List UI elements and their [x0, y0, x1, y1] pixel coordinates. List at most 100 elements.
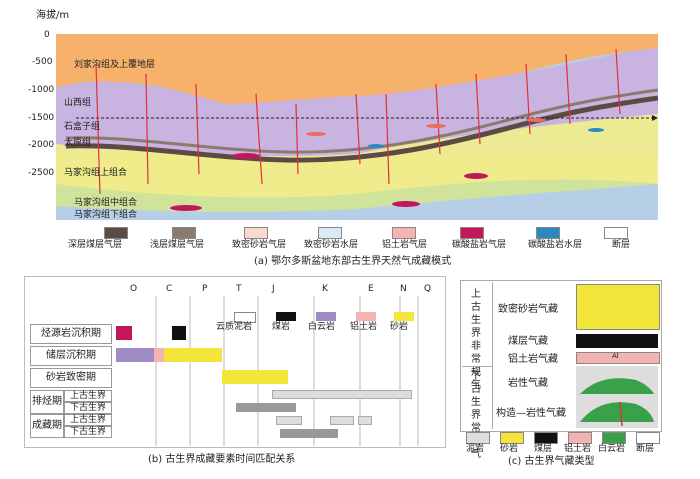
b-legend-label-bauxite: 铝土岩: [350, 322, 378, 332]
bar-accum-upper-2: [330, 416, 354, 425]
legend-swatch-deep-coal: [104, 227, 128, 239]
timeline-panel: [24, 276, 446, 448]
bar-accum-upper-1: [276, 416, 302, 425]
y-tick-1000: -1000: [28, 85, 55, 95]
period-Q: Q: [424, 284, 432, 294]
legend-label-shallow-coal: 浅层煤层气层: [150, 240, 205, 250]
cross-section-diagram: [56, 34, 658, 220]
c-legend-label-sandstone: 砂岩: [500, 444, 519, 454]
bar-reservoir-dolomite: [116, 348, 154, 362]
lithologic-trap-sketch: [576, 366, 658, 428]
c-legend-swatch-fault: [636, 432, 660, 444]
layer-label-shihezi: 石盒子组: [64, 122, 101, 132]
bar-reservoir-sandstone: [164, 348, 222, 362]
bar-reservoir-bauxite: [154, 348, 164, 362]
row-accum-upper: 上古生界: [64, 414, 112, 426]
bauxite-sample: [576, 352, 660, 364]
period-C: C: [166, 284, 173, 294]
b-legend-label-mudstone: 云质泥岩: [216, 322, 253, 332]
c-legend-label-dolomite: 白云岩: [598, 444, 626, 454]
bar-tight-sand: [222, 370, 288, 384]
c-legend-label-coal: 煤层: [534, 444, 553, 454]
legend-swatch-carbonate-gas: [460, 227, 484, 239]
b-legend-swatch-sandstone: [394, 312, 414, 321]
caption-b: (b) 古生界成藏要素时间匹配关系: [148, 454, 296, 465]
legend-label-carbonate-gas: 碳酸盐岩气层: [452, 240, 507, 250]
caption-c: (c) 古生界气藏类型: [508, 456, 595, 467]
category-conventional-box: [462, 366, 493, 429]
bar-accum-lower: [280, 429, 338, 438]
c-legend-swatch-coal: [534, 432, 558, 444]
period-T: T: [236, 284, 242, 294]
bar-expulsion-upper: [272, 390, 412, 399]
c-legend-label-fault: 断层: [636, 444, 655, 454]
period-dividers: [155, 296, 419, 446]
legend-swatch-tight-sand-water: [318, 227, 342, 239]
row-accum-lower: 下古生界: [64, 426, 112, 438]
coal-sample: [576, 334, 658, 348]
layer-label-majiagou-middle: 马家沟组中组合: [74, 198, 138, 208]
c-legend-label-bauxite: 铝土岩: [564, 444, 592, 454]
layer-label-liujiagou: 刘家沟组及上覆地层: [74, 60, 156, 70]
y-tick-500: -500: [32, 57, 53, 67]
al-label: Al: [612, 352, 619, 360]
y-tick-2000: -2000: [28, 140, 55, 150]
caption-a: (a) 鄂尔多斯盆地东部古生界天然气成藏模式: [254, 256, 452, 267]
type-lithologic: 岩性气藏: [508, 378, 548, 389]
group-expulsion: 排烃期: [30, 390, 64, 414]
b-legend-swatch-bauxite: [356, 312, 376, 321]
period-P: P: [202, 284, 208, 294]
legend-label-tight-sand-gas: 致密砂岩气层: [232, 240, 287, 250]
legend-label-tight-sand-water: 致密砂岩水层: [304, 240, 359, 250]
legend-label-fault: 断层: [612, 240, 631, 250]
row-expulsion-lower: 下古生界: [64, 402, 112, 414]
bar-accum-upper-3: [358, 416, 372, 425]
b-legend-swatch-mudstone: [234, 312, 256, 323]
b-legend-swatch-dolomite: [316, 312, 336, 321]
period-N: N: [400, 284, 407, 294]
legend-swatch-shallow-coal: [172, 227, 196, 239]
y-tick-0: 0: [44, 30, 50, 40]
b-legend-swatch-coal: [276, 312, 296, 321]
row-expulsion-upper: 上古生界: [64, 390, 112, 402]
type-structural-lithologic: 构造—岩性气藏: [496, 408, 566, 419]
legend-swatch-fault: [604, 227, 628, 239]
period-E: E: [368, 284, 374, 294]
group-accumulation: 成藏期: [30, 414, 64, 438]
legend-label-carbonate-water: 碳酸盐岩水层: [528, 240, 583, 250]
layer-label-shanxi: 山西组: [64, 98, 92, 108]
legend-label-bauxite-gas: 铝土岩气层: [382, 240, 428, 250]
period-O: O: [130, 284, 138, 294]
row-source-rock: 烃源岩沉积期: [30, 324, 112, 344]
period-K: K: [322, 284, 328, 294]
legend-swatch-bauxite-gas: [392, 227, 416, 239]
c-legend-swatch-mudstone: [466, 432, 490, 444]
period-J: J: [272, 284, 275, 294]
type-tight-sand: 致密砂岩气藏: [498, 304, 558, 315]
c-legend-swatch-sandstone: [500, 432, 524, 444]
bar-source-coal: [172, 326, 186, 340]
layer-label-majiagou-upper: 马家沟组上组合: [64, 168, 128, 178]
bar-source-dolomitic-mudstone: [116, 326, 132, 340]
category-unconventional-box: [462, 282, 493, 366]
legend-swatch-tight-sand-gas: [244, 227, 268, 239]
b-legend-label-sandstone: 砂岩: [390, 322, 409, 332]
legend-label-deep-coal: 深层煤层气层: [68, 240, 123, 250]
y-tick-1500: -1500: [28, 113, 55, 123]
bar-expulsion-lower: [236, 403, 296, 412]
c-legend-label-mudstone: 泥岩: [466, 444, 485, 454]
y-tick-2500: -2500: [28, 168, 55, 178]
category-unconventional: 上古生界非常规气: [471, 289, 481, 391]
tight-sand-sample: [576, 284, 660, 330]
c-legend-swatch-dolomite: [602, 432, 626, 444]
layer-label-taiyuan: 太原组: [64, 138, 92, 148]
y-axis-title: 海拔/m: [36, 10, 70, 21]
layer-label-majiagou-lower: 马家沟组下组合: [74, 210, 138, 220]
type-bauxite: 铝土岩气藏: [508, 354, 558, 365]
b-legend-label-dolomite: 白云岩: [308, 322, 336, 332]
c-legend-swatch-bauxite: [568, 432, 592, 444]
row-reservoir: 储层沉积期: [30, 346, 112, 366]
b-legend-label-coal: 煤岩: [272, 322, 291, 332]
type-coal: 煤层气藏: [508, 336, 548, 347]
legend-swatch-carbonate-water: [536, 227, 560, 239]
